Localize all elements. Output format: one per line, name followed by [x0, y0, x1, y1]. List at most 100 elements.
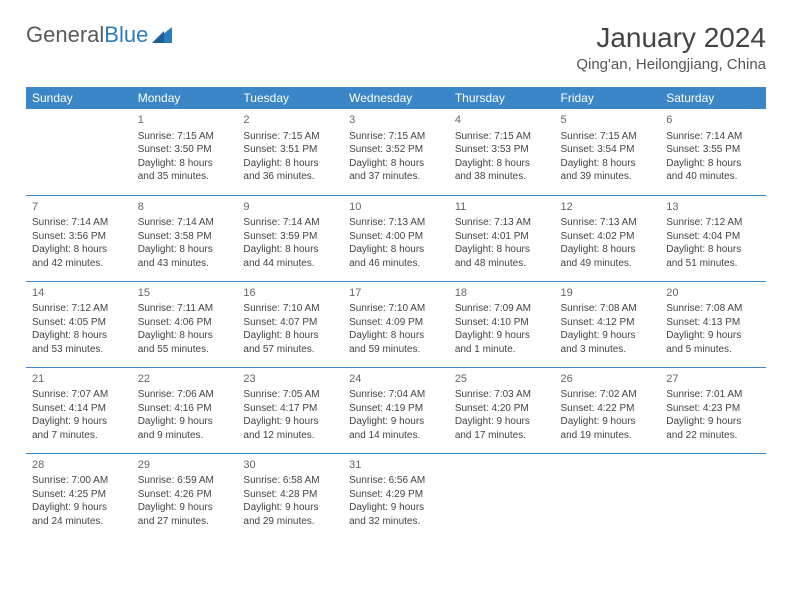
- daylight-line: Daylight: 8 hours and 59 minutes.: [349, 329, 443, 356]
- daylight-line: Daylight: 8 hours and 35 minutes.: [138, 157, 232, 184]
- daylight-line: Daylight: 8 hours and 43 minutes.: [138, 243, 232, 270]
- sunset-line: Sunset: 4:29 PM: [349, 488, 443, 502]
- calendar-day-cell: 23Sunrise: 7:05 AMSunset: 4:17 PMDayligh…: [237, 367, 343, 453]
- daylight-line: Daylight: 8 hours and 44 minutes.: [243, 243, 337, 270]
- calendar-day-cell: 31Sunrise: 6:56 AMSunset: 4:29 PMDayligh…: [343, 453, 449, 539]
- calendar-day-cell: 10Sunrise: 7:13 AMSunset: 4:00 PMDayligh…: [343, 195, 449, 281]
- sunrise-line: Sunrise: 7:15 AM: [455, 130, 549, 144]
- daylight-line: Daylight: 9 hours and 7 minutes.: [32, 415, 126, 442]
- sunrise-line: Sunrise: 7:02 AM: [561, 388, 655, 402]
- day-number: 25: [455, 372, 549, 387]
- month-title: January 2024: [576, 22, 766, 54]
- sunset-line: Sunset: 3:51 PM: [243, 143, 337, 157]
- sunrise-line: Sunrise: 7:10 AM: [349, 302, 443, 316]
- sunset-line: Sunset: 3:50 PM: [138, 143, 232, 157]
- day-number: 20: [666, 286, 760, 301]
- calendar-week-row: 7Sunrise: 7:14 AMSunset: 3:56 PMDaylight…: [26, 195, 766, 281]
- calendar-day-cell: 15Sunrise: 7:11 AMSunset: 4:06 PMDayligh…: [132, 281, 238, 367]
- calendar-table: SundayMondayTuesdayWednesdayThursdayFrid…: [26, 87, 766, 539]
- day-number: 10: [349, 200, 443, 215]
- sunrise-line: Sunrise: 7:13 AM: [349, 216, 443, 230]
- weekday-header: Thursday: [449, 87, 555, 109]
- day-number: 2: [243, 113, 337, 128]
- day-number: 14: [32, 286, 126, 301]
- calendar-day-cell: 1Sunrise: 7:15 AMSunset: 3:50 PMDaylight…: [132, 109, 238, 195]
- sunset-line: Sunset: 4:00 PM: [349, 230, 443, 244]
- calendar-day-cell: 16Sunrise: 7:10 AMSunset: 4:07 PMDayligh…: [237, 281, 343, 367]
- sunrise-line: Sunrise: 6:56 AM: [349, 474, 443, 488]
- sunrise-line: Sunrise: 7:08 AM: [666, 302, 760, 316]
- day-number: 13: [666, 200, 760, 215]
- calendar-day-cell: 28Sunrise: 7:00 AMSunset: 4:25 PMDayligh…: [26, 453, 132, 539]
- day-number: 22: [138, 372, 232, 387]
- calendar-day-cell: 5Sunrise: 7:15 AMSunset: 3:54 PMDaylight…: [555, 109, 661, 195]
- sunrise-line: Sunrise: 7:14 AM: [138, 216, 232, 230]
- daylight-line: Daylight: 8 hours and 51 minutes.: [666, 243, 760, 270]
- sunrise-line: Sunrise: 7:14 AM: [666, 130, 760, 144]
- calendar-day-cell: 7Sunrise: 7:14 AMSunset: 3:56 PMDaylight…: [26, 195, 132, 281]
- sunset-line: Sunset: 3:54 PM: [561, 143, 655, 157]
- daylight-line: Daylight: 8 hours and 55 minutes.: [138, 329, 232, 356]
- calendar-head: SundayMondayTuesdayWednesdayThursdayFrid…: [26, 87, 766, 109]
- sunset-line: Sunset: 4:01 PM: [455, 230, 549, 244]
- title-block: January 2024 Qing'an, Heilongjiang, Chin…: [576, 22, 766, 73]
- day-number: 17: [349, 286, 443, 301]
- calendar-week-row: 14Sunrise: 7:12 AMSunset: 4:05 PMDayligh…: [26, 281, 766, 367]
- sunrise-line: Sunrise: 7:10 AM: [243, 302, 337, 316]
- sunrise-line: Sunrise: 7:03 AM: [455, 388, 549, 402]
- sunrise-line: Sunrise: 6:58 AM: [243, 474, 337, 488]
- weekday-header: Monday: [132, 87, 238, 109]
- daylight-line: Daylight: 8 hours and 39 minutes.: [561, 157, 655, 184]
- sunset-line: Sunset: 4:16 PM: [138, 402, 232, 416]
- sunset-line: Sunset: 4:10 PM: [455, 316, 549, 330]
- calendar-day-cell: 18Sunrise: 7:09 AMSunset: 4:10 PMDayligh…: [449, 281, 555, 367]
- daylight-line: Daylight: 9 hours and 3 minutes.: [561, 329, 655, 356]
- daylight-line: Daylight: 8 hours and 57 minutes.: [243, 329, 337, 356]
- daylight-line: Daylight: 9 hours and 14 minutes.: [349, 415, 443, 442]
- calendar-day-cell: 22Sunrise: 7:06 AMSunset: 4:16 PMDayligh…: [132, 367, 238, 453]
- day-number: 16: [243, 286, 337, 301]
- day-number: 7: [32, 200, 126, 215]
- daylight-line: Daylight: 9 hours and 19 minutes.: [561, 415, 655, 442]
- weekday-header: Wednesday: [343, 87, 449, 109]
- calendar-day-cell: 14Sunrise: 7:12 AMSunset: 4:05 PMDayligh…: [26, 281, 132, 367]
- calendar-body: 1Sunrise: 7:15 AMSunset: 3:50 PMDaylight…: [26, 109, 766, 539]
- sunset-line: Sunset: 3:55 PM: [666, 143, 760, 157]
- day-number: 5: [561, 113, 655, 128]
- sunrise-line: Sunrise: 7:14 AM: [32, 216, 126, 230]
- day-number: 15: [138, 286, 232, 301]
- day-number: 31: [349, 458, 443, 473]
- day-number: 19: [561, 286, 655, 301]
- sunset-line: Sunset: 3:52 PM: [349, 143, 443, 157]
- calendar-day-cell: 27Sunrise: 7:01 AMSunset: 4:23 PMDayligh…: [660, 367, 766, 453]
- sunrise-line: Sunrise: 7:13 AM: [561, 216, 655, 230]
- day-number: 28: [32, 458, 126, 473]
- logo: GeneralBlue: [26, 22, 174, 48]
- sunset-line: Sunset: 4:12 PM: [561, 316, 655, 330]
- sunset-line: Sunset: 3:56 PM: [32, 230, 126, 244]
- sunrise-line: Sunrise: 7:15 AM: [349, 130, 443, 144]
- daylight-line: Daylight: 9 hours and 22 minutes.: [666, 415, 760, 442]
- day-number: 30: [243, 458, 337, 473]
- sunset-line: Sunset: 3:59 PM: [243, 230, 337, 244]
- calendar-day-cell: 3Sunrise: 7:15 AMSunset: 3:52 PMDaylight…: [343, 109, 449, 195]
- calendar-day-cell: 30Sunrise: 6:58 AMSunset: 4:28 PMDayligh…: [237, 453, 343, 539]
- daylight-line: Daylight: 8 hours and 37 minutes.: [349, 157, 443, 184]
- calendar-week-row: 21Sunrise: 7:07 AMSunset: 4:14 PMDayligh…: [26, 367, 766, 453]
- daylight-line: Daylight: 8 hours and 46 minutes.: [349, 243, 443, 270]
- daylight-line: Daylight: 9 hours and 12 minutes.: [243, 415, 337, 442]
- sunrise-line: Sunrise: 7:12 AM: [32, 302, 126, 316]
- page-header: GeneralBlue January 2024 Qing'an, Heilon…: [26, 22, 766, 73]
- sunrise-line: Sunrise: 7:06 AM: [138, 388, 232, 402]
- sunrise-line: Sunrise: 7:08 AM: [561, 302, 655, 316]
- calendar-day-cell: [555, 453, 661, 539]
- calendar-week-row: 1Sunrise: 7:15 AMSunset: 3:50 PMDaylight…: [26, 109, 766, 195]
- daylight-line: Daylight: 8 hours and 40 minutes.: [666, 157, 760, 184]
- weekday-header: Saturday: [660, 87, 766, 109]
- daylight-line: Daylight: 9 hours and 5 minutes.: [666, 329, 760, 356]
- daylight-line: Daylight: 8 hours and 53 minutes.: [32, 329, 126, 356]
- sunrise-line: Sunrise: 7:01 AM: [666, 388, 760, 402]
- location-subtitle: Qing'an, Heilongjiang, China: [576, 56, 766, 73]
- daylight-line: Daylight: 9 hours and 27 minutes.: [138, 501, 232, 528]
- daylight-line: Daylight: 8 hours and 49 minutes.: [561, 243, 655, 270]
